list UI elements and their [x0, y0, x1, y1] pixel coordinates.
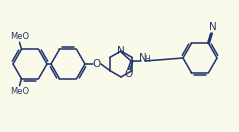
Text: O: O — [93, 59, 101, 69]
Text: N: N — [209, 22, 216, 32]
Text: H: H — [144, 55, 150, 65]
Text: N: N — [139, 53, 147, 63]
Text: MeO: MeO — [10, 32, 29, 41]
Text: MeO: MeO — [10, 87, 29, 96]
Text: N: N — [117, 46, 125, 56]
Text: O: O — [125, 69, 133, 79]
